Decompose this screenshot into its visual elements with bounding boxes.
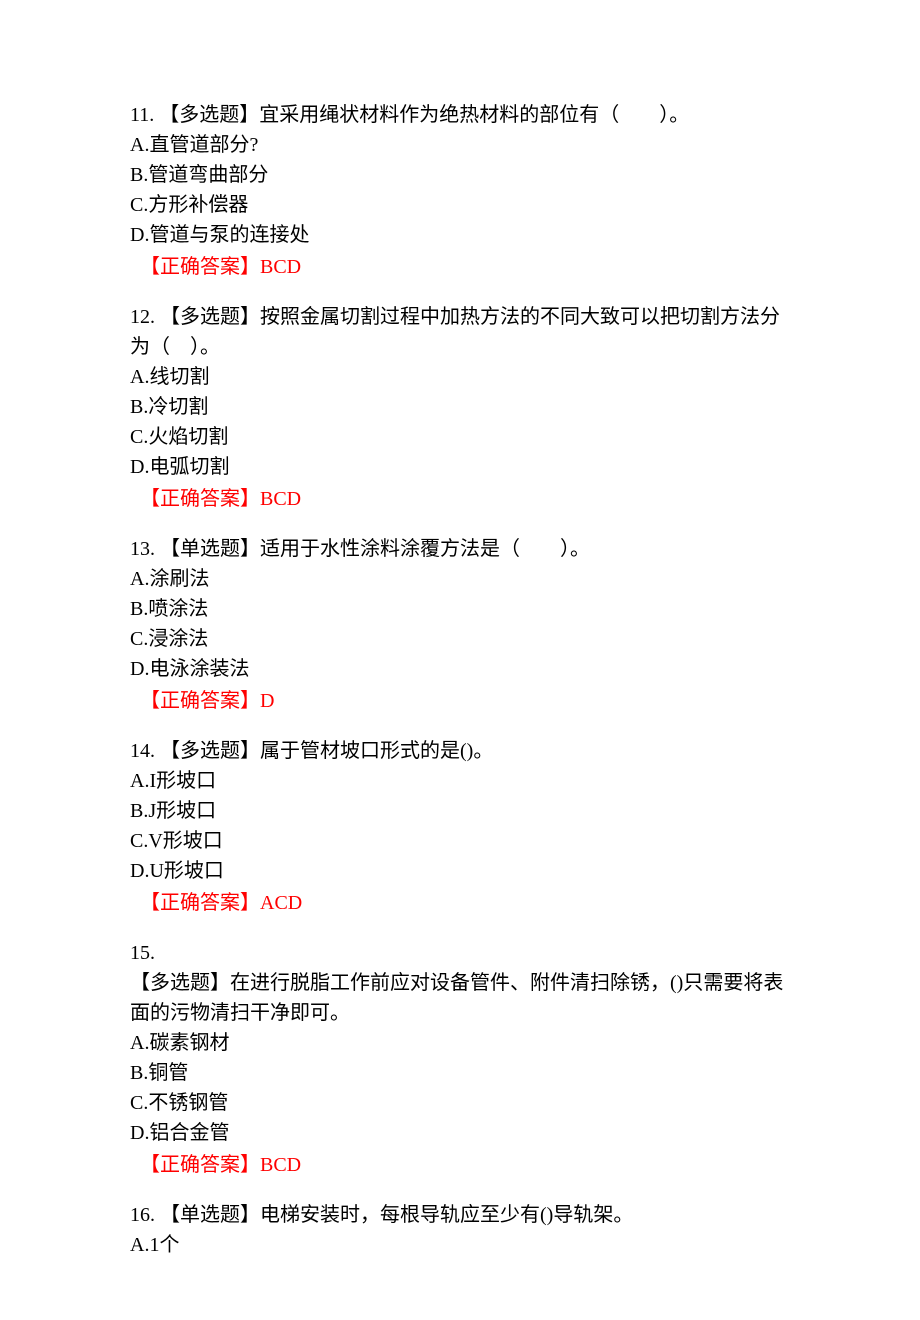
answer-value: ACD <box>260 892 302 914</box>
option-c: C.浸涂法 <box>130 624 790 654</box>
question-text: 属于管材坡口形式的是()。 <box>260 740 493 762</box>
question-number: 16. <box>130 1204 155 1226</box>
answer-line: 【正确答案】BCD <box>130 484 790 514</box>
question-15: 15. 【多选题】在进行脱脂工作前应对设备管件、附件清扫除锈，()只需要将表面的… <box>130 938 790 1180</box>
question-type: 【多选题】 <box>130 972 230 994</box>
option-b: B.管道弯曲部分 <box>130 160 790 190</box>
question-12: 12. 【多选题】按照金属切割过程中加热方法的不同大致可以把切割方法分为（ ）。… <box>130 302 790 514</box>
option-b: B.喷涂法 <box>130 594 790 624</box>
answer-value: BCD <box>260 488 301 510</box>
option-a: A.I形坡口 <box>130 766 790 796</box>
answer-line: 【正确答案】D <box>130 686 790 716</box>
answer-label: 【正确答案】 <box>140 892 260 914</box>
answer-line: 【正确答案】BCD <box>130 252 790 282</box>
question-number: 12. <box>130 306 155 328</box>
question-number: 13. <box>130 538 155 560</box>
answer-line: 【正确答案】ACD <box>130 888 790 918</box>
option-c: C.V形坡口 <box>130 826 790 856</box>
option-a: A.线切割 <box>130 362 790 392</box>
question-type: 【多选题】 <box>159 104 259 126</box>
answer-label: 【正确答案】 <box>140 488 260 510</box>
option-a: A.碳素钢材 <box>130 1028 790 1058</box>
question-14: 14. 【多选题】属于管材坡口形式的是()。 A.I形坡口 B.J形坡口 C.V… <box>130 736 790 918</box>
option-b: B.铜管 <box>130 1058 790 1088</box>
question-text: 电梯安装时，每根导轨应至少有()导轨架。 <box>260 1204 633 1226</box>
question-stem: 13. 【单选题】适用于水性涂料涂覆方法是（ ）。 <box>130 534 790 564</box>
option-a: A.1个 <box>130 1230 790 1260</box>
question-16: 16. 【单选题】电梯安装时，每根导轨应至少有()导轨架。 A.1个 <box>130 1200 790 1260</box>
answer-label: 【正确答案】 <box>140 1154 260 1176</box>
option-b: B.J形坡口 <box>130 796 790 826</box>
question-type: 【多选题】 <box>160 740 260 762</box>
option-b: B.冷切割 <box>130 392 790 422</box>
answer-label: 【正确答案】 <box>140 690 260 712</box>
question-stem: 16. 【单选题】电梯安装时，每根导轨应至少有()导轨架。 <box>130 1200 790 1230</box>
answer-value: BCD <box>260 256 301 278</box>
question-type: 【单选题】 <box>160 538 260 560</box>
answer-line: 【正确答案】BCD <box>130 1150 790 1180</box>
option-d: D.铝合金管 <box>130 1118 790 1148</box>
question-11: 11. 【多选题】宜采用绳状材料作为绝热材料的部位有（ ）。 A.直管道部分? … <box>130 100 790 282</box>
question-number: 11. <box>130 104 154 126</box>
option-d: D.电弧切割 <box>130 452 790 482</box>
answer-value: D <box>260 690 274 712</box>
question-stem: 14. 【多选题】属于管材坡口形式的是()。 <box>130 736 790 766</box>
answer-label: 【正确答案】 <box>140 256 260 278</box>
question-text: 宜采用绳状材料作为绝热材料的部位有（ ）。 <box>259 104 689 126</box>
option-a: A.涂刷法 <box>130 564 790 594</box>
question-stem: 11. 【多选题】宜采用绳状材料作为绝热材料的部位有（ ）。 <box>130 100 790 130</box>
option-c: C.方形补偿器 <box>130 190 790 220</box>
option-c: C.火焰切割 <box>130 422 790 452</box>
option-d: D.电泳涂装法 <box>130 654 790 684</box>
question-number: 14. <box>130 740 155 762</box>
question-number-alone: 15. <box>130 938 790 968</box>
question-type: 【多选题】 <box>160 306 260 328</box>
question-13: 13. 【单选题】适用于水性涂料涂覆方法是（ ）。 A.涂刷法 B.喷涂法 C.… <box>130 534 790 716</box>
option-c: C.不锈钢管 <box>130 1088 790 1118</box>
question-type: 【单选题】 <box>160 1204 260 1226</box>
question-stem: 【多选题】在进行脱脂工作前应对设备管件、附件清扫除锈，()只需要将表面的污物清扫… <box>130 968 790 1028</box>
question-text: 适用于水性涂料涂覆方法是（ ）。 <box>260 538 590 560</box>
option-a: A.直管道部分? <box>130 130 790 160</box>
answer-value: BCD <box>260 1154 301 1176</box>
option-d: D.管道与泵的连接处 <box>130 220 790 250</box>
option-d: D.U形坡口 <box>130 856 790 886</box>
question-stem: 12. 【多选题】按照金属切割过程中加热方法的不同大致可以把切割方法分为（ ）。 <box>130 302 790 362</box>
